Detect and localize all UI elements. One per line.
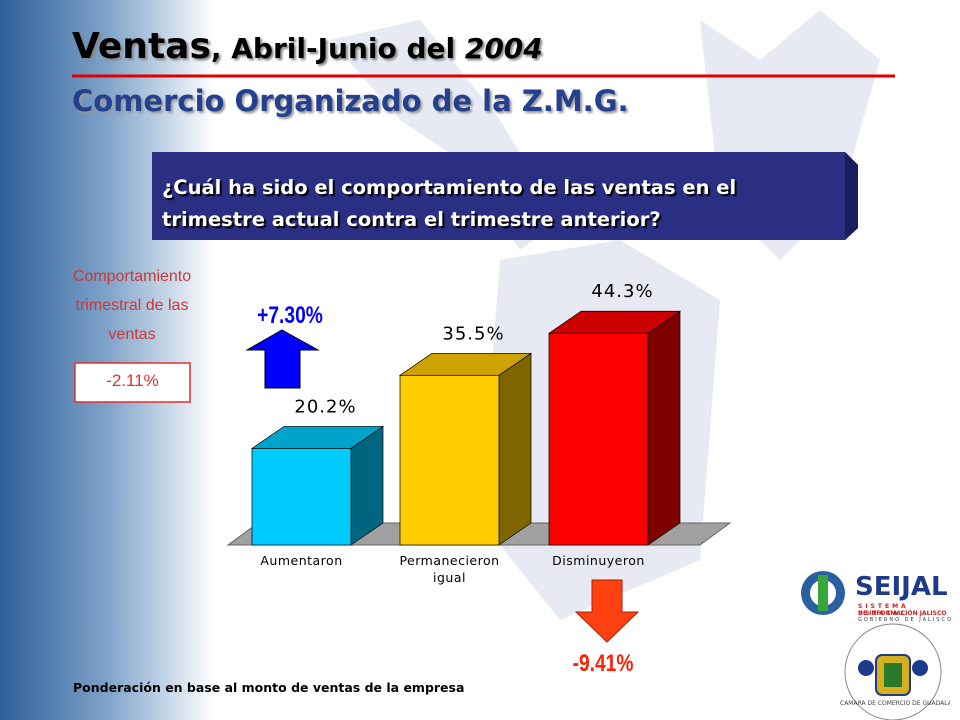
- x-tick-label: Aumentaron: [260, 553, 343, 568]
- camara-logo: [844, 623, 942, 720]
- down-arrow: [574, 579, 640, 643]
- bar-front: [399, 374, 500, 546]
- seijal-name: SEIJAL: [855, 572, 948, 602]
- seijal-sub-3: GOBIERNO DE JALISCO: [858, 617, 953, 623]
- question: ¿Cuál ha sido el comportamiento de las v…: [162, 176, 737, 231]
- bar-front: [251, 448, 352, 546]
- up-arrow: [245, 329, 320, 389]
- side-label: Comportamiento trimestral de las ventas: [72, 268, 192, 343]
- footnote: Ponderación en base al monto de ventas d…: [73, 680, 465, 695]
- bar-front: [548, 332, 649, 546]
- question-box-edge: [845, 152, 858, 240]
- subtitle: Comercio Organizado de la Z.M.G.: [72, 84, 629, 118]
- title-rest: , Abril-Junio del: [210, 32, 465, 65]
- side-value-box: [74, 362, 191, 403]
- up-annotation: +7.30%: [257, 302, 323, 329]
- seijal-logo: [801, 571, 845, 615]
- x-tick-label: Permanecieron igual: [399, 553, 500, 585]
- value-label: 35.5%: [442, 323, 504, 344]
- question-box: [152, 152, 858, 240]
- x-tick-label: Disminuyeron: [552, 553, 645, 568]
- side-value: -2.11%: [106, 371, 159, 390]
- title-main: Ventas: [72, 26, 211, 67]
- title: Ventas, Abril-Junio del 2004: [72, 26, 543, 67]
- bar-side: [647, 310, 681, 546]
- title-year: 2004: [464, 32, 543, 65]
- bar-side: [498, 352, 532, 546]
- camara-name: CAMARA DE COMERCIO DE GUADALAJARA: [840, 700, 950, 707]
- value-label: 20.2%: [294, 396, 356, 417]
- value-label: 44.3%: [591, 281, 653, 302]
- seijal-sub-2: DE INFORMACIÓN JALISCO: [858, 610, 947, 617]
- seijal-sub-1: SISTEMA ESTATAL: [858, 603, 909, 617]
- down-annotation: -9.41%: [572, 650, 634, 677]
- side-strip: [0, 0, 215, 720]
